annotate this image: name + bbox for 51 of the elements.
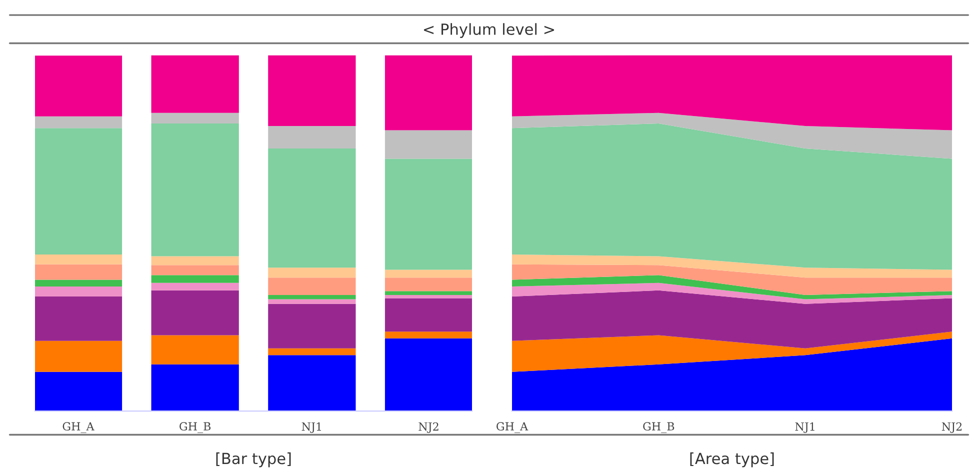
bar bbox=[268, 299, 356, 304]
x-tick-label: NJ1 bbox=[302, 422, 321, 433]
bar bbox=[384, 338, 472, 412]
bar bbox=[35, 286, 122, 296]
bar bbox=[151, 335, 239, 364]
bar bbox=[384, 291, 472, 296]
bar bbox=[384, 278, 472, 292]
bar bbox=[151, 265, 239, 276]
bar bbox=[268, 348, 356, 356]
bar bbox=[268, 304, 356, 348]
bar bbox=[384, 158, 472, 270]
bar bbox=[35, 254, 122, 264]
x-tick-label: GH_B bbox=[180, 422, 211, 433]
bar bbox=[35, 372, 122, 412]
bar bbox=[384, 332, 472, 338]
x-axis-title: [Bar type] bbox=[216, 452, 291, 468]
chart-title: < Phylum level > bbox=[424, 23, 554, 38]
bar bbox=[151, 256, 239, 266]
bar bbox=[384, 270, 472, 278]
x-tick-label: NJ2 bbox=[418, 422, 438, 433]
bar bbox=[268, 148, 356, 268]
bar bbox=[151, 124, 239, 256]
bar bbox=[268, 355, 356, 412]
x-axis-title: [Area type] bbox=[690, 452, 774, 468]
bar bbox=[35, 340, 122, 372]
x-tick-label: GH_A bbox=[62, 422, 94, 433]
bar bbox=[268, 278, 356, 296]
bar bbox=[151, 282, 239, 290]
bar bbox=[151, 55, 239, 113]
x-tick-label: GH_B bbox=[643, 422, 674, 433]
bar bbox=[384, 130, 472, 159]
x-tick-label: NJ1 bbox=[795, 422, 814, 433]
bar bbox=[384, 55, 472, 130]
bar bbox=[384, 298, 472, 332]
bar bbox=[384, 295, 472, 298]
bar bbox=[268, 295, 356, 300]
bar bbox=[35, 296, 122, 341]
bar bbox=[35, 128, 122, 254]
x-tick-label: GH_A bbox=[496, 422, 528, 433]
bar bbox=[151, 275, 239, 283]
bar bbox=[151, 364, 239, 412]
bar bbox=[151, 112, 239, 124]
bar bbox=[151, 290, 239, 336]
x-tick-label: NJ2 bbox=[942, 422, 962, 433]
bar bbox=[35, 56, 122, 116]
bar bbox=[35, 280, 122, 286]
bar bbox=[35, 116, 122, 128]
bar bbox=[268, 55, 356, 126]
bar bbox=[35, 264, 122, 280]
bar bbox=[268, 268, 356, 278]
bar bbox=[268, 126, 356, 148]
